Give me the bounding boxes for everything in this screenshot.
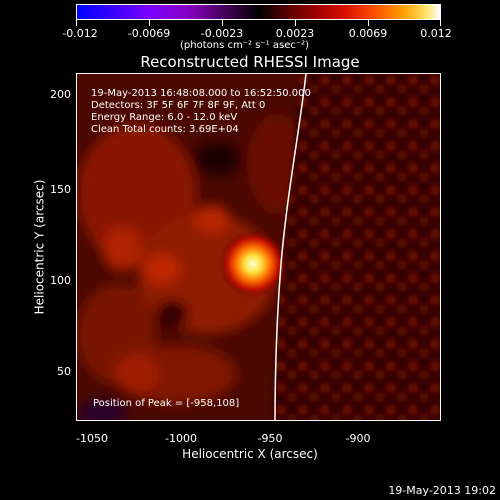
plot-title: Reconstructed RHESSI Image [140,53,360,71]
y-axis-title: Heliocentric Y (arcsec) [32,179,47,315]
colorbar-tick-label: -0.0023 [200,27,244,40]
colorbar-tick-label: 0.0069 [348,27,388,40]
colorbar [76,4,441,20]
colorbar-tick-label: -0.0069 [127,27,171,40]
colorbar-tick [368,20,369,26]
y-tick-label: 50 [57,365,71,378]
info-total-counts: Clean Total counts: 3.69E+04 [91,124,239,135]
colorbar-tick-label: -0.012 [62,27,98,40]
colorbar-tick [222,20,223,26]
x-axis-title: Heliocentric X (arcsec) [182,447,318,461]
colorbar-tick [440,20,441,26]
x-tick-label: -900 [345,432,371,445]
y-tick-label: 150 [50,183,71,196]
info-time-range: 19-May-2013 16:48:08.000 to 16:52:50.000 [91,88,311,99]
rhessi-image: 19-May-2013 16:48:08.000 to 16:52:50.000… [76,73,441,421]
x-tick-label: -950 [257,432,283,445]
render-timestamp: 19-May-2013 19:02 [388,484,496,497]
peak-position-label: Position of Peak = [-958,108] [93,398,240,409]
rhessi-image-canvas [77,74,440,420]
x-tick-label: -1000 [165,432,197,445]
colorbar-tick [149,20,150,26]
colorbar-tick [295,20,296,26]
colorbar-tick-label: 0.0023 [275,27,315,40]
x-tick-label: -1050 [76,432,108,445]
colorbar-tick [76,20,77,26]
colorbar-tick-label: 0.012 [420,27,452,40]
y-tick-label: 200 [50,88,71,101]
info-detectors: Detectors: 3F 5F 6F 7F 8F 9F, Att 0 [91,100,266,111]
y-tick-label: 100 [50,274,71,287]
info-energy-range: Energy Range: 6.0 - 12.0 keV [91,112,238,123]
solar-limb-line [274,74,307,420]
colorbar-units: (photons cm⁻² s⁻¹ asec⁻²) [180,40,310,51]
